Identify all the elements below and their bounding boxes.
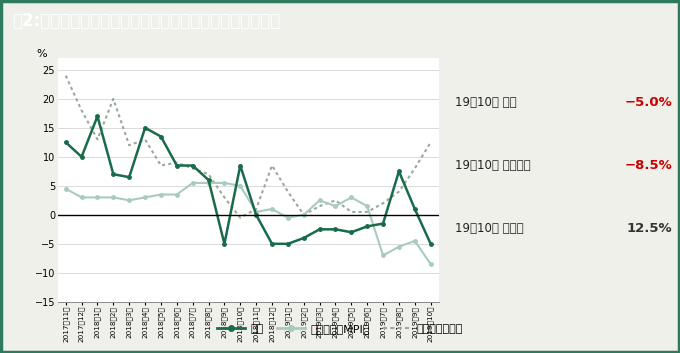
Text: −5.0%: −5.0%: [624, 96, 672, 109]
Legend: 輸出, 工業生産（MPI）, 外国人観光客数: 輸出, 工業生産（MPI）, 外国人観光客数: [213, 320, 467, 339]
Text: 19年10月 工業生産: 19年10月 工業生産: [455, 159, 530, 172]
Text: 19年10月 外客数: 19年10月 外客数: [455, 222, 524, 235]
Text: −8.5%: −8.5%: [624, 159, 672, 172]
Text: %: %: [37, 48, 48, 59]
Text: 12.5%: 12.5%: [626, 222, 672, 235]
Text: 図2:輸出、工業生産、外国人観光客数（成長率：前年比）: 図2:輸出、工業生産、外国人観光客数（成長率：前年比）: [12, 12, 280, 30]
Text: 19年10月 輸出: 19年10月 輸出: [455, 96, 516, 109]
